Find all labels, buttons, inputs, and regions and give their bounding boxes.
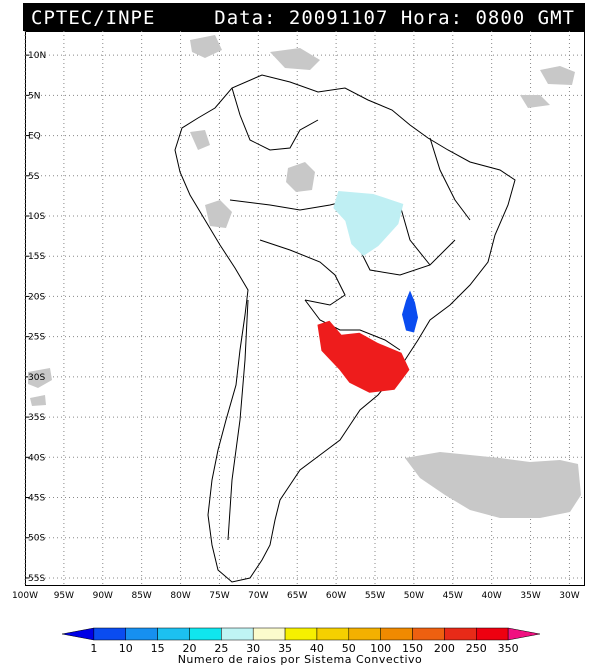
title-bar: CPTEC/INPE Data: 20091107 Hora: 0800 GMT [23,3,585,31]
colorbar-label: 100 [370,642,391,652]
lon-label: 35W [520,591,540,601]
lon-label: 75W [209,591,229,601]
colorbar-label: 40 [310,642,324,652]
lon-label: 60W [326,591,346,601]
colorbar-swatch [284,627,318,641]
lon-label: 90W [93,591,113,601]
colorbar-swatch [125,627,158,641]
latitude-labels: 10N 5N EQ 5S 10S 15S 20S 25S 30S 35S 40S 45S 50S 55S [28,51,46,584]
longitude-labels: 100W 95W 90W 85W 80W 75W 70W 65W 60W 55W 50W 45W 40W… [12,591,580,601]
colorbar-label: 250 [466,642,487,652]
colorbar-swatch [252,627,286,641]
colorbar-label: 35 [278,642,292,652]
colorbar-label: 25 [214,642,228,652]
colorbar-swatches [61,627,541,641]
lat-label: 10S [28,212,45,222]
colorbar-label: 150 [402,642,423,652]
lat-label: 20S [28,292,45,302]
lon-label: 30W [559,591,579,601]
border-bolivia [259,239,346,306]
lon-label: 70W [248,591,268,601]
lat-label: 5N [28,91,40,101]
lat-label: 40S [28,453,45,463]
lat-label: 45S [28,494,45,504]
lon-label: 40W [481,591,501,601]
lat-label: 30S [28,373,45,383]
convective-systems-layer [317,191,418,393]
lon-label: 85W [131,591,151,601]
cloud-patch-peru [205,200,232,228]
colorbar-swatch [189,627,222,641]
cloud-cover-layer [28,35,581,518]
colorbar-label: 200 [434,642,455,652]
colorbar-swatch [412,627,445,641]
lon-label: 95W [54,591,74,601]
colorbar-swatch [476,627,509,641]
colorbar-label: 20 [182,642,196,652]
lon-label: 80W [170,591,190,601]
colorbar-swatch [93,627,126,641]
lon-label: 100W [12,591,38,601]
colorbar-swatch [380,627,413,641]
convective-system-large [317,320,410,393]
colorbar-swatch [316,627,350,641]
lon-label: 65W [287,591,307,601]
lat-label: EQ [28,132,41,142]
cloud-patch-pacific [190,35,222,58]
cloud-patch-atlantic [405,452,581,518]
colorbar-label: 15 [151,642,165,652]
cloud-patch-west-edge [28,368,52,406]
map-canvas: 10N5NEQ5S10S15S20S25S30S35S40S45S50S55S … [12,31,585,601]
lat-label: 35S [28,413,45,423]
lat-label: 50S [28,534,45,544]
convective-system-small [402,290,418,333]
lat-label: 25S [28,333,45,343]
border-venezuela-colombia [231,87,319,151]
colorbar-swatch [157,627,190,641]
cloud-patch-northeast [520,66,575,108]
colorbar-label: 10 [119,642,133,652]
colorbar-swatch [221,627,254,641]
colorbar-swatch [348,627,381,641]
lon-label: 50W [404,591,424,601]
source-label: CPTEC/INPE [31,7,156,29]
south-america-outline [174,74,516,583]
coastlines-and-borders [174,74,516,583]
lon-label: 45W [443,591,463,601]
colorbar-title: Numero de raios por Sistema Convectivo [177,653,423,666]
cloud-patch-colombia [190,130,210,150]
cloud-patch-amazon [286,162,315,192]
lat-label: 55S [28,574,45,584]
colorbar-label: 50 [342,642,356,652]
lat-label: 5S [28,172,40,182]
cloud-patch-caribbean [270,48,320,70]
colorbar-label: 30 [246,642,260,652]
colorbar-swatch [61,627,95,641]
lon-label: 55W [365,591,385,601]
lat-label: 10N [28,51,46,61]
border-chile-argentina [227,299,249,541]
colorbar-swatch [507,627,541,641]
colorbar-label: 350 [498,642,519,652]
colorbar-labels: 1 10 15 20 25 30 35 40 50 100 150 200 250 350 [90,642,518,652]
colorbar: 1 10 15 20 25 30 35 40 50 100 150 200 250 350 [61,627,541,652]
datetime-label: Data: 20091107 Hora: 0800 GMT [214,7,575,29]
colorbar-label: 1 [90,642,97,652]
lat-label: 15S [28,252,45,262]
border-argentina-north [304,299,401,351]
colorbar-swatch [444,627,477,641]
convective-system-amazon [333,191,404,256]
